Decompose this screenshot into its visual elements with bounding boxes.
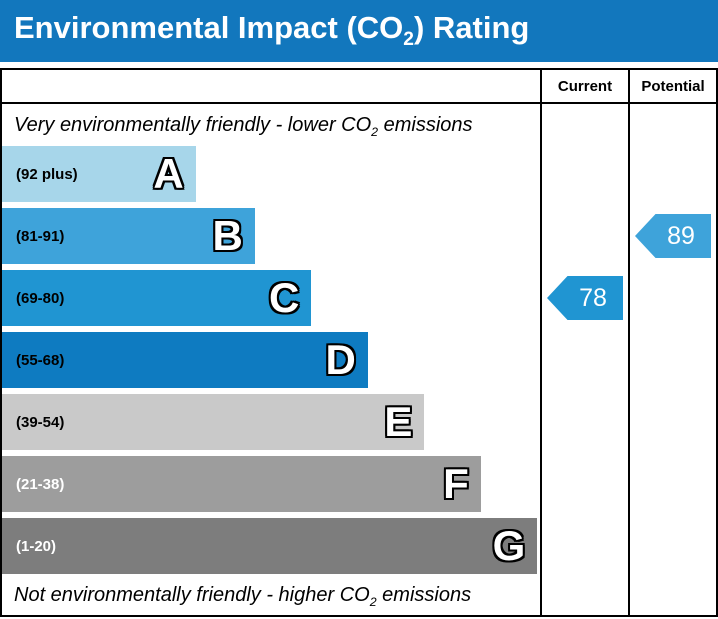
rating-chart: Current Potential Very environmentally f…	[0, 68, 718, 617]
title-subscript: 2	[403, 29, 414, 51]
band-row-e: (39-54) E	[2, 394, 540, 450]
potential-rating-arrow: 89	[635, 214, 711, 258]
bands: (92 plus) A (81-91) B (69-80) C (55-68) D (39-54…	[2, 144, 540, 574]
band-letter: G	[492, 522, 526, 569]
band-range-label: (39-54)	[16, 413, 65, 431]
page-title: Environmental Impact (CO2) Rating	[14, 10, 530, 51]
band-bar-a: (92 plus) A	[2, 146, 196, 202]
header-spacer	[2, 70, 540, 102]
band-range-label: (55-68)	[16, 351, 65, 369]
band-bar-f: (21-38) F	[2, 456, 481, 512]
band-row-f: (21-38) F	[2, 456, 540, 512]
potential-column: 89	[628, 104, 716, 615]
current-rating-value: 78	[579, 283, 607, 312]
chart-body: Very environmentally friendly - lower CO…	[2, 104, 716, 615]
band-letter: F	[443, 460, 469, 507]
current-column: 78	[540, 104, 628, 615]
band-letter: E	[384, 398, 413, 445]
chart-header-row: Current Potential	[2, 70, 716, 104]
band-bar-g: (1-20) G	[2, 518, 538, 574]
band-row-g: (1-20) G	[2, 518, 540, 574]
bands-column: Very environmentally friendly - lower CO…	[2, 104, 540, 615]
band-bar-d: (55-68) D	[2, 332, 368, 388]
potential-rating-value: 89	[667, 221, 695, 250]
band-letter: C	[269, 274, 300, 321]
note-subscript: 2	[369, 594, 377, 609]
band-range-label: (1-20)	[16, 537, 57, 555]
top-note: Very environmentally friendly - lower CO…	[14, 113, 473, 139]
title-bar: Environmental Impact (CO2) Rating	[0, 0, 718, 62]
band-letter: B	[212, 212, 243, 259]
band-bar-e: (39-54) E	[2, 394, 425, 450]
column-header-current: Current	[540, 70, 628, 102]
band-bar-c: (69-80) C	[2, 270, 312, 326]
band-row-b: (81-91) B	[2, 208, 540, 264]
band-bar-b: (81-91) B	[2, 208, 255, 264]
band-range-label: (81-91)	[16, 227, 65, 245]
band-row-a: (92 plus) A	[2, 146, 540, 202]
band-row-c: (69-80) C	[2, 270, 540, 326]
band-range-label: (21-38)	[16, 475, 65, 493]
bottom-note: Not environmentally friendly - higher CO…	[14, 583, 472, 609]
band-row-d: (55-68) D	[2, 332, 540, 388]
current-rating-arrow: 78	[547, 276, 623, 320]
band-letter: D	[325, 336, 356, 383]
band-range-label: (69-80)	[16, 289, 65, 307]
note-subscript: 2	[371, 124, 379, 139]
column-header-potential: Potential	[628, 70, 716, 102]
band-range-label: (92 plus)	[16, 165, 78, 183]
band-letter: A	[153, 150, 184, 197]
